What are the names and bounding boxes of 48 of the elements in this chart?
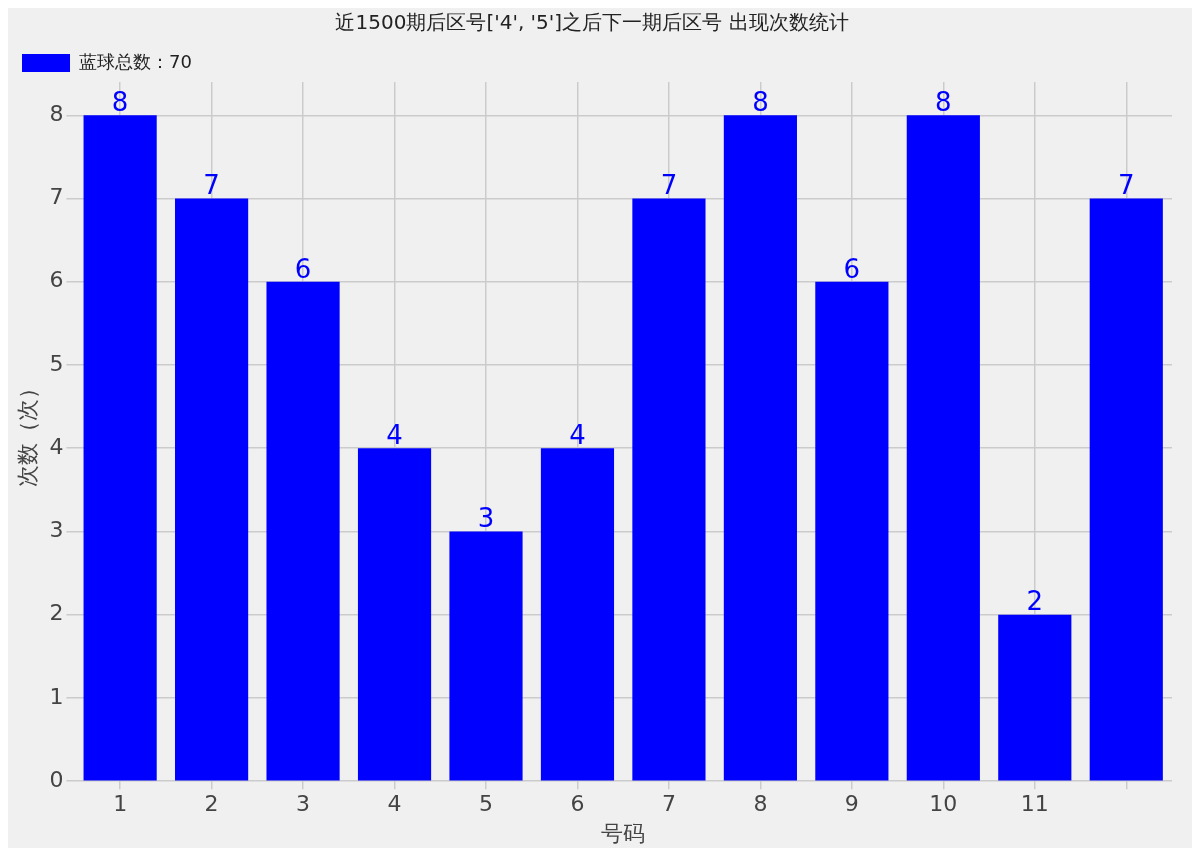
legend-label: 蓝球总数：70: [79, 50, 192, 72]
x-tick-label: 5: [479, 791, 493, 817]
y-tick-label: 1: [49, 683, 64, 709]
y-tick-label: 8: [49, 101, 64, 127]
data-label: 3: [477, 503, 495, 534]
bar: [540, 448, 615, 781]
x-tick-label: 1: [113, 791, 128, 817]
data-label: 2: [1026, 586, 1044, 617]
bar: [723, 115, 797, 781]
y-tick-label: 0: [49, 766, 64, 792]
x-tick-label: 9: [844, 791, 859, 817]
y-tick-label: 4: [49, 433, 64, 459]
x-tick-label: 11: [1020, 791, 1049, 817]
data-label: 8: [935, 87, 952, 118]
y-tick-label: 3: [49, 517, 64, 543]
data-label: 7: [660, 170, 678, 201]
bar: [1089, 198, 1163, 781]
data-label: 8: [752, 87, 769, 118]
data-label: 8: [111, 87, 129, 118]
x-tick-label: 7: [661, 791, 676, 817]
data-label: 7: [203, 170, 220, 201]
bar: [998, 614, 1072, 781]
y-tick-label: 7: [49, 184, 64, 210]
x-tick-label: 3: [296, 791, 311, 817]
bar: [266, 281, 340, 781]
bar: [357, 448, 432, 781]
bar: [83, 115, 157, 781]
bar: [449, 531, 523, 781]
bar: [175, 198, 249, 781]
x-tick-label: 6: [570, 791, 585, 817]
x-tick-label: 10: [929, 791, 958, 817]
bar: [815, 281, 889, 781]
bar: [632, 198, 706, 781]
data-label: 6: [294, 253, 312, 284]
y-axis-title: 次数（次）: [14, 376, 40, 487]
x-tick-label: 2: [204, 791, 219, 817]
data-label: 4: [569, 420, 586, 450]
y-tick-label: 6: [49, 267, 64, 293]
y-tick-label: 2: [49, 600, 64, 626]
x-axis-title: 号码: [601, 820, 646, 846]
data-label: 4: [386, 420, 403, 450]
bar: [906, 115, 980, 781]
data-label: 7: [1117, 170, 1135, 201]
chart-title: 近1500期后区号['4', '5']之后下一期后区号 出现次数统计: [335, 10, 849, 35]
y-tick-label: 5: [49, 350, 64, 376]
x-tick-label: 8: [753, 791, 768, 817]
data-label: 6: [843, 253, 861, 284]
x-tick-label: 4: [387, 791, 402, 817]
